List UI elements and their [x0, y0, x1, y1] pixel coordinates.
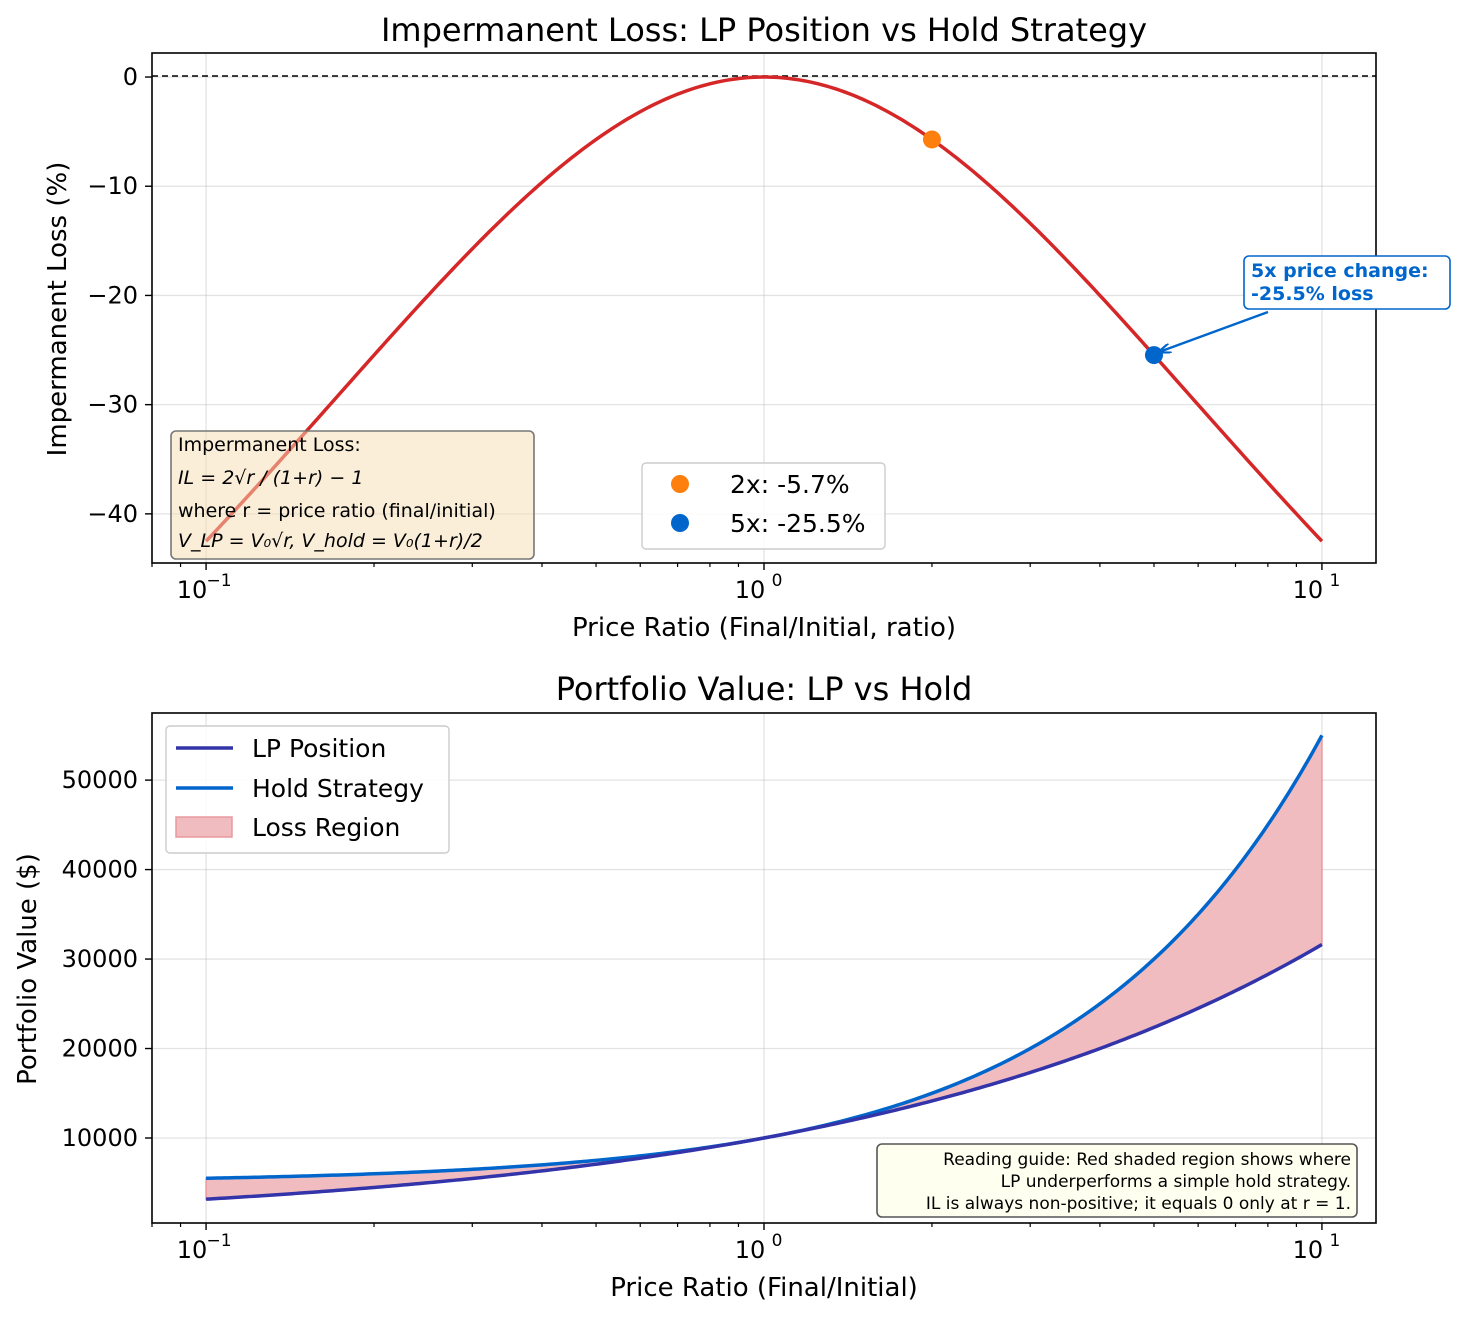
legend-marker-2x	[671, 475, 689, 493]
portfolio-legend: LP Position Hold Strategy Loss Region	[165, 725, 450, 854]
y-tick-label: −10	[87, 172, 138, 200]
il-legend-frame	[641, 462, 886, 550]
formula-heading: Impermanent Loss:	[178, 434, 361, 456]
x-tick-label: 10	[735, 1236, 766, 1264]
formula-line2: where r = price ratio (final/initial)	[178, 500, 496, 522]
portfolio-y-axis-label: Portfolio Value ($)	[13, 853, 43, 1085]
portfolio-chart-title: Portfolio Value: LP vs Hold	[556, 670, 973, 708]
y-tick-label: 50000	[62, 766, 138, 794]
il-chart: Impermanent Loss: LP Position vs Hold St…	[43, 11, 1451, 643]
il-annotation: 5x price change: -25.5% loss	[1159, 255, 1451, 352]
annotation-line2: -25.5% loss	[1251, 283, 1374, 305]
y-tick-label: 0	[123, 63, 138, 91]
legend-marker-5x	[671, 514, 689, 532]
formula-box-background	[170, 430, 535, 560]
y-tick-label: −20	[87, 281, 138, 309]
x-tick-label: 10	[1293, 576, 1324, 604]
x-tick-label: 10	[1293, 1236, 1324, 1264]
portfolio-legend-frame	[165, 725, 450, 854]
y-tick-label: 10000	[62, 1124, 138, 1152]
point-5x	[1144, 346, 1163, 365]
formula-box: Impermanent Loss: IL = 2√r / (1+r) − 1 w…	[170, 430, 535, 560]
il-x-axis-label: Price Ratio (Final/Initial, ratio)	[572, 613, 956, 643]
portfolio-chart: Portfolio Value: LP vs Hold 10 −1 10 0 10 110…	[13, 670, 1377, 1303]
x-tick-exponent: −1	[207, 571, 232, 591]
legend-label-hold: Hold Strategy	[252, 774, 424, 803]
y-tick-label: 40000	[62, 856, 138, 884]
il-y-axis-label: Impermanent Loss (%)	[43, 162, 73, 457]
portfolio-x-axis-label: Price Ratio (Final/Initial)	[610, 1273, 918, 1303]
point-2x	[922, 130, 941, 149]
y-tick-label: −40	[87, 500, 138, 528]
x-tick-label: 10	[177, 1236, 208, 1264]
annotation-box	[1243, 255, 1451, 310]
il-legend: 2x: -5.7% 5x: -25.5%	[641, 462, 886, 550]
il-chart-title: Impermanent Loss: LP Position vs Hold St…	[381, 11, 1147, 49]
legend-label-2x: 2x: -5.7%	[730, 470, 850, 499]
reading-guide-line2: LP underperforms a simple hold strategy.	[1001, 1172, 1351, 1192]
x-tick-exponent: 1	[1330, 571, 1341, 591]
legend-swatch-loss	[175, 816, 233, 838]
il-curve	[204, 75, 1324, 543]
formula-line3: V_LP = V₀√r, V_hold = V₀(1+r)/2	[178, 530, 483, 552]
x-tick-exponent: 0	[772, 1231, 783, 1251]
formula-line1: IL = 2√r / (1+r) − 1	[178, 467, 363, 489]
x-tick-exponent: 0	[772, 571, 783, 591]
reading-guide-line3: IL is always non-positive; it equals 0 o…	[926, 1194, 1351, 1214]
x-tick-exponent: 1	[1330, 1231, 1341, 1251]
legend-label-lp: LP Position	[252, 734, 386, 763]
legend-label-5x: 5x: -25.5%	[730, 509, 866, 538]
x-tick-label: 10	[177, 576, 208, 604]
legend-label-loss: Loss Region	[252, 813, 400, 842]
annotation-arrow	[1159, 310, 1269, 352]
y-tick-label: 20000	[62, 1035, 138, 1063]
reading-guide-line1: Reading guide: Red shaded region shows w…	[943, 1150, 1351, 1170]
lp-position-line	[205, 943, 1323, 1201]
annotation-line1: 5x price change:	[1251, 260, 1429, 282]
il-grid	[152, 53, 1376, 563]
reading-guide-background	[876, 1143, 1358, 1218]
il-ticks: 10 −1 10 0 10 10−10−20−30−40	[87, 63, 1340, 604]
x-tick-exponent: −1	[207, 1231, 232, 1251]
x-tick-label: 10	[735, 576, 766, 604]
y-tick-label: −30	[87, 391, 138, 419]
reading-guide-box: Reading guide: Red shaded region shows w…	[876, 1143, 1358, 1218]
y-tick-label: 30000	[62, 945, 138, 973]
